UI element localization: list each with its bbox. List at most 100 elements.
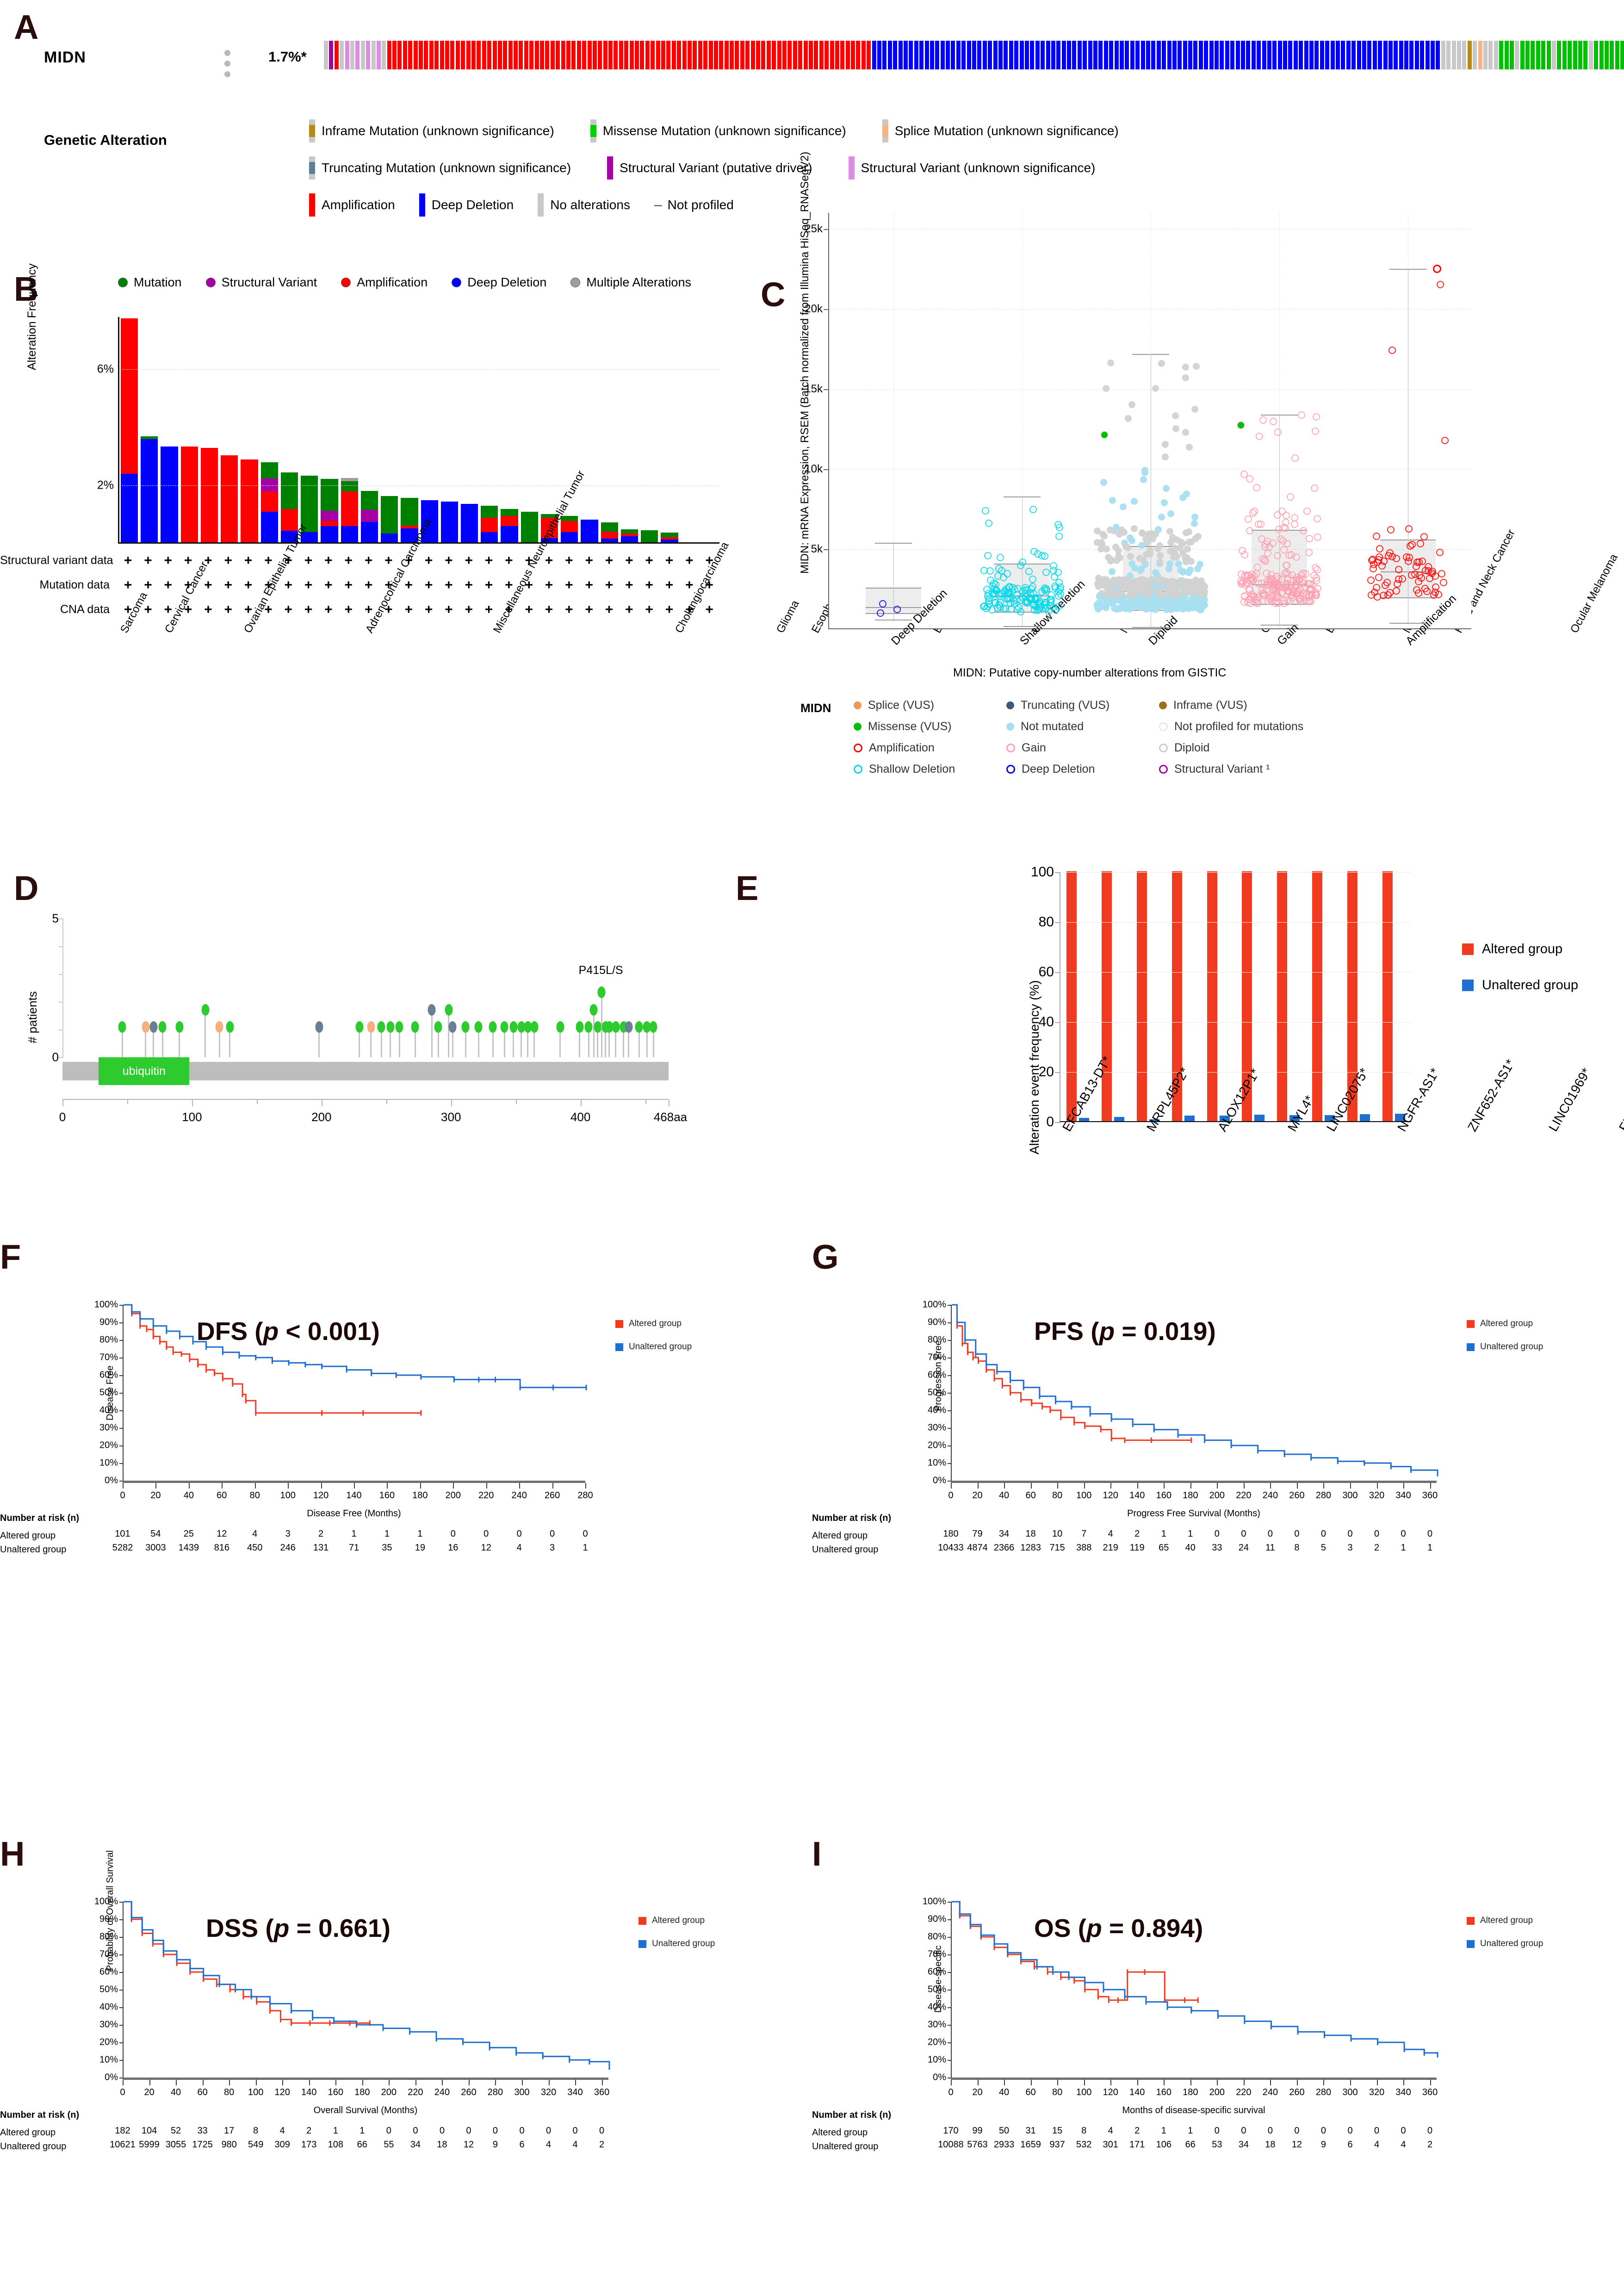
legend-item-splice-mutation-unknown-significance-: Splice Mutation (unknown significance) [882,119,1119,143]
risk-value: 65 [1159,1543,1169,1553]
oncoprint-cell [360,41,365,69]
oncoprint-cell [1610,41,1614,69]
panel-ylabel: Probability of Overall Survival [105,1850,115,1971]
risk-value: 50 [998,2126,1010,2136]
oncoprint-cell [1483,41,1488,69]
bar-segment [481,517,498,533]
bar-segment [141,439,158,542]
risk-value: 0 [519,2126,525,2136]
risk-value: 1 [1161,2126,1166,2136]
data-point [1311,484,1319,492]
plus-icon: + [685,602,694,617]
oncoprint-cell [1378,41,1382,69]
risk-value: 5999 [139,2140,160,2150]
legend-item-amplification: Amplification [309,193,395,217]
xaxis-label: ZNF652-AS1* [1465,1057,1518,1134]
plus-marks: + + + + + + + + + + + + + + + + + + + + + + + + + + + + + + [118,552,719,568]
lollipop-stem [149,1021,158,1057]
lollipop-stem [461,1021,470,1057]
risk-value: 66 [357,2140,367,2150]
data-point [1137,567,1144,574]
oncoprint-cell [413,41,418,69]
oncoprint-cell [1283,41,1288,69]
xtick-label: 40 [170,2087,181,2097]
legend-label: Gain [1022,741,1046,754]
panel-h-dss-km: H DSS (p = 0.661) 0% 10% 20% 30% 40% 50% 60% 70% 8… [0,1832,812,2295]
lollipop-head [411,1021,419,1033]
oncoprint-cell [1198,41,1203,69]
oncoprint-menu-dots-icon[interactable] [224,50,231,82]
km-xaxis: 0 20 40 60 80 100 120 140 160 180 200 220 240 260 280 3… [120,2078,609,2097]
data-point [1156,558,1163,566]
table-row [301,317,318,542]
plus-icon: + [164,577,173,593]
data-point [1198,591,1205,598]
lollipop-head [576,1021,584,1033]
oncoprint-cell [1573,41,1577,69]
risk-value: 99 [972,2126,983,2136]
data-point [1288,551,1295,559]
oncoprint-cell [1014,41,1019,69]
data-point [1191,406,1199,413]
risk-value: 101 [115,1529,130,1539]
panel-ylabel: Disease-specific [933,1945,943,2013]
panel-b-alteration-frequency: B Mutation Structural Variant Amplificatio… [0,231,1620,847]
data-point [1107,360,1115,367]
lollipop-head [594,1021,602,1033]
oncoprint-cell [1183,41,1187,69]
risk-row-label: Altered group [0,2127,56,2138]
dash-icon: – [654,197,662,212]
km-line-altered-group [952,1901,1198,2001]
km-curves [124,1304,587,1416]
data-point [995,590,1003,598]
data-point [1127,604,1134,612]
legend-swatch [419,193,425,217]
legend-dot [570,278,581,287]
ytick-label: 0% [105,1475,118,1486]
lollipop-stem [612,1021,620,1057]
plus-icon: + [424,552,433,568]
data-point [1160,598,1168,605]
oncoprint-cell [919,41,924,69]
legend-swatch [1467,1940,1475,1948]
panel-letter: H [0,1835,25,1873]
risk-value: 0 [1401,1529,1406,1539]
bar-segment [280,509,298,531]
plus-icon: + [244,552,253,568]
legend-item-altered-group: Altered group [615,1319,692,1329]
xtick-label: 80 [249,1490,260,1501]
mutation-annotation: P415L/S [578,964,623,977]
data-point [1116,554,1124,562]
ytick-label: 80% [927,1931,946,1942]
table-row [681,317,698,542]
lollipop-stem [556,1021,564,1057]
oncoprint-cell [1436,41,1440,69]
lollipop-head [215,1021,223,1033]
oncoprint-cell [882,41,887,69]
oncoprint-cell [982,41,987,69]
data-point [1372,533,1380,540]
data-point [1182,428,1190,436]
legend-swatch [1462,980,1474,991]
data-point [1127,553,1134,560]
risk-value: 0 [439,2126,445,2136]
bar-altered-group [1277,871,1288,1121]
bar-altered-group [1312,871,1322,1121]
xtick-label: 0 [948,2087,954,2097]
bar-unaltered-group [1184,1116,1195,1121]
xtick-label: 20 [144,2087,155,2097]
lollipop-head [612,1021,620,1033]
data-point [1393,580,1401,588]
oncoprint-cell [935,41,940,69]
plus-icon: + [545,552,553,568]
oncoprint-cell [1583,41,1588,69]
xtick-label: 80 [1052,1490,1063,1501]
oncoprint-cell [1035,41,1040,69]
oncoprint-cell [887,41,892,69]
oncoprint-cell [1103,41,1108,69]
bar-segment [521,512,538,542]
gridline [119,369,719,370]
data-point [1096,593,1103,600]
oncoprint-cell [419,41,423,69]
lollipop-head [175,1021,184,1033]
